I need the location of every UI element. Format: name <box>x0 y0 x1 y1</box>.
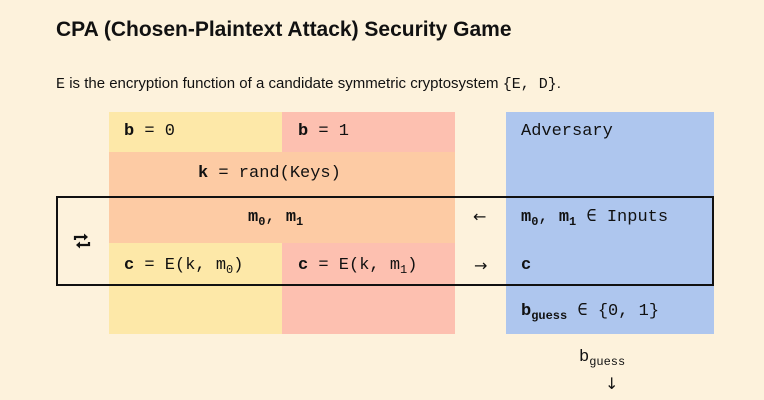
arrow-right-icon: → <box>474 256 488 275</box>
arrow-down-icon: ↓ <box>605 374 619 393</box>
encryption-symbol: E <box>56 76 66 93</box>
ciphertext-b1: c = E(k, m1) <box>298 256 418 277</box>
adversary-guess: bguess ∈ {0, 1} <box>521 302 660 323</box>
description-text: is the encryption function of a candidat… <box>69 75 499 92</box>
description-period: . <box>556 75 561 92</box>
adversary-label: Adversary <box>521 122 613 141</box>
adversary-ciphertext: c <box>521 256 532 275</box>
ciphertext-b0: c = E(k, m0) <box>124 256 244 277</box>
key-generation: k = rand(Keys) <box>198 164 341 183</box>
arrow-left-icon: ← <box>473 207 487 226</box>
page-title: CPA (Chosen-Plaintext Attack) Security G… <box>56 18 512 41</box>
repeat-icon <box>73 233 91 249</box>
adversary-column <box>506 112 714 334</box>
adversary-messages: m0, m1 ∈ Inputs <box>521 208 669 229</box>
description: E is the encryption function of a candid… <box>56 75 561 93</box>
b1-label: b = 1 <box>298 122 350 141</box>
cryptosystem-symbol: {E, D} <box>502 76 557 93</box>
output-guess: bguess <box>579 348 626 369</box>
messages-received: m0, m1 <box>248 208 304 229</box>
b0-label: b = 0 <box>124 122 176 141</box>
repeat-loop-box <box>56 196 714 286</box>
